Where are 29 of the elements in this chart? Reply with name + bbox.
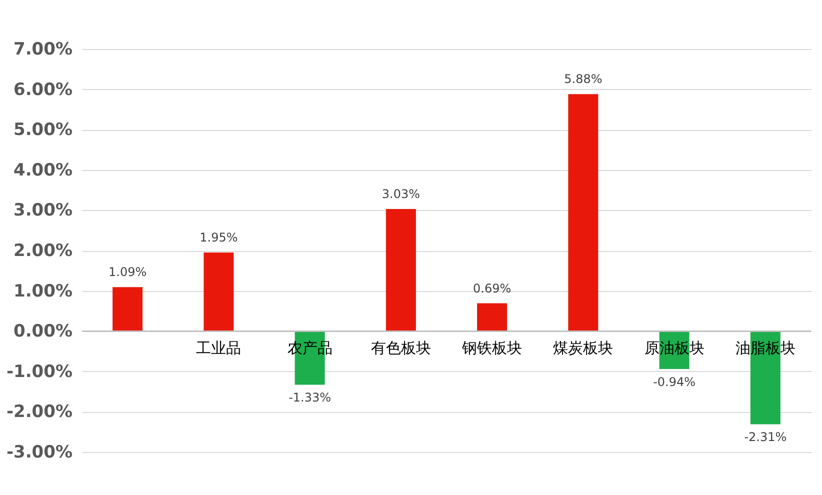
data-label: -2.31% [744,430,787,444]
y-tick-label: -2.00% [6,402,72,422]
data-label: 1.95% [200,230,238,245]
bar [386,208,416,332]
y-tick-label: 2.00% [14,241,72,261]
data-label: -1.33% [288,390,332,405]
x-tick-label: 有色板块 [370,339,431,358]
data-label: 0.69% [473,281,512,296]
x-tick-label: 煤炭板块 [553,339,614,358]
data-label: 5.88% [564,72,602,86]
bar [477,303,508,332]
bar [204,252,234,332]
y-tick-label: -3.00% [6,442,72,462]
x-tick-label: 钢铁板块 [461,339,522,358]
y-tick-label: 3.00% [14,200,72,221]
y-tick-label: 1.00% [14,281,72,302]
data-label: 1.09% [108,265,147,280]
bar [568,94,598,332]
y-tick-label: 5.00% [14,120,72,140]
data-label: 3.03% [382,186,420,201]
x-tick-label: 工业品 [196,339,242,358]
bar [112,287,143,332]
y-tick-label: -1.00% [6,362,72,382]
y-tick-label: 6.00% [14,80,72,100]
bar [750,331,780,424]
y-tick-label: 4.00% [14,160,72,180]
y-tick-label: 0.00% [14,322,72,342]
data-label: -0.94% [653,374,696,389]
y-tick-label: 7.00% [14,40,72,60]
